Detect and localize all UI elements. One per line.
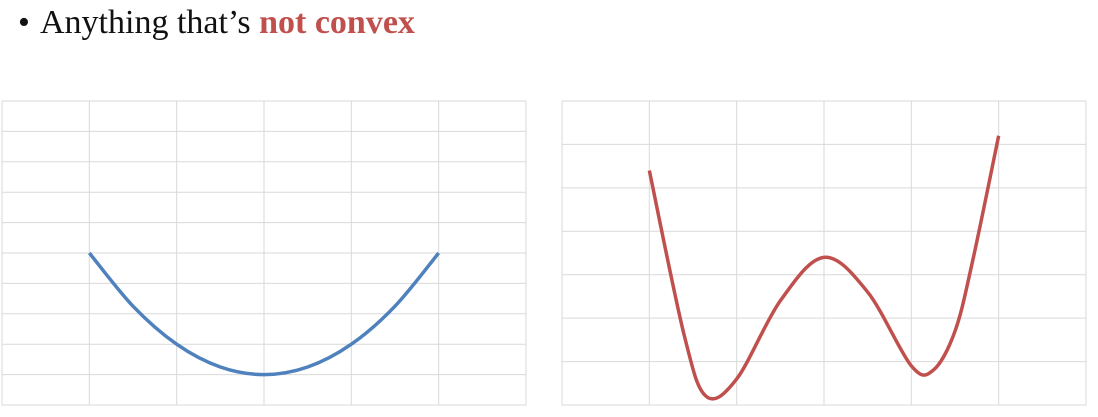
- bullet-symbol: •: [18, 4, 30, 41]
- convex-function-plot: [1, 100, 527, 406]
- bullet-item: • Anything that’s not convex: [18, 2, 415, 44]
- bullet-text: Anything that’s: [40, 4, 251, 41]
- convex-curve: [87, 251, 441, 377]
- bullet-emphasis: not convex: [259, 4, 415, 41]
- non-convex-chart-svg: [561, 100, 1087, 406]
- non-convex-gridlines: [561, 100, 1087, 406]
- non-convex-function-plot: [561, 100, 1087, 406]
- convex-chart-svg: [1, 100, 527, 406]
- non-convex-curve: [647, 135, 1001, 401]
- convex-gridlines: [1, 100, 527, 406]
